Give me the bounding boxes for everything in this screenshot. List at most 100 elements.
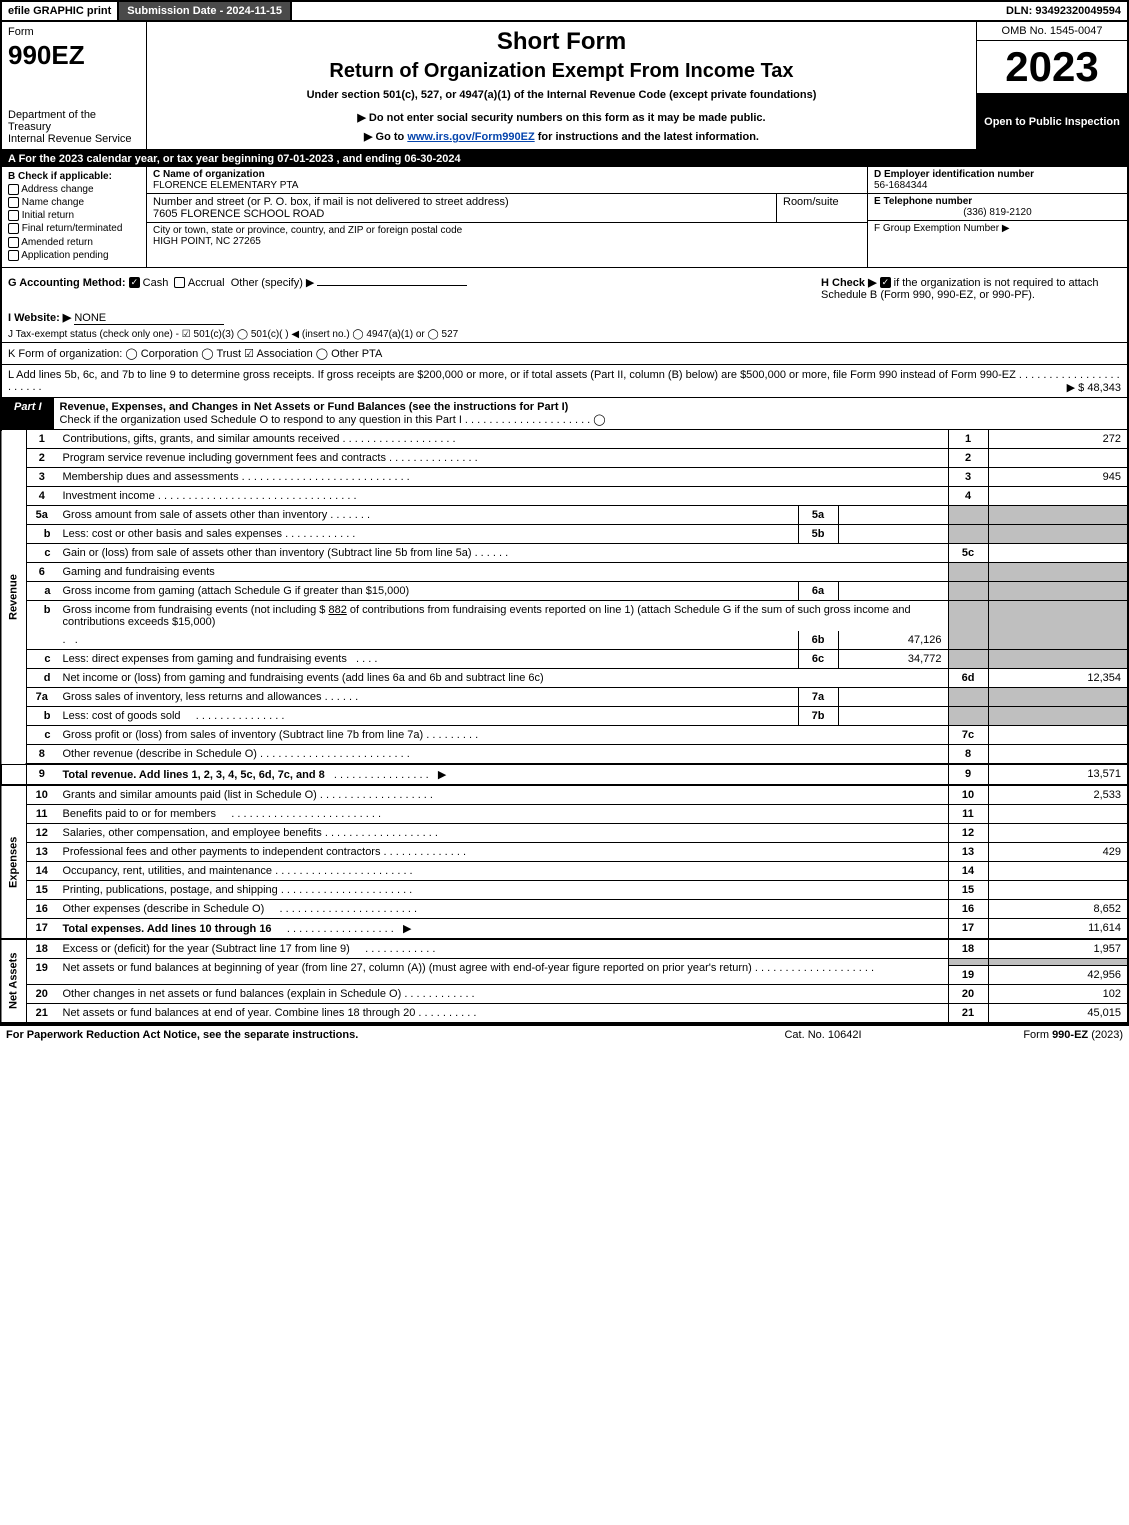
d-e-f: D Employer identification number 56-1684… — [867, 167, 1127, 267]
part-title: Revenue, Expenses, and Changes in Net As… — [54, 398, 1127, 429]
line-nbox: 12 — [948, 823, 988, 842]
privacy-note: ▶ Do not enter social security numbers o… — [153, 111, 970, 124]
group-label: F Group Exemption Number ▶ — [874, 223, 1121, 234]
submission-date: Submission Date - 2024-11-15 — [117, 2, 292, 20]
checkbox-icon[interactable] — [8, 223, 19, 234]
line-num: 1 — [27, 430, 57, 449]
line-desc: Gross income from gaming (attach Schedul… — [57, 581, 799, 600]
form-label: Form — [8, 26, 140, 38]
line-val — [988, 448, 1128, 467]
line-num: 15 — [27, 880, 57, 899]
side-expenses: Expenses — [1, 785, 27, 939]
line-desc: Other expenses (describe in Schedule O) — [63, 903, 265, 915]
line-nbox: 8 — [948, 744, 988, 764]
inner-val — [838, 524, 948, 543]
section-b-thru-f: B Check if applicable: Address change Na… — [0, 167, 1129, 267]
street: 7605 FLORENCE SCHOOL ROAD — [153, 208, 770, 220]
subtitle: Under section 501(c), 527, or 4947(a)(1)… — [153, 89, 970, 101]
shaded-cell — [948, 562, 988, 581]
inner-box: 7b — [798, 706, 838, 725]
form-header: Form 990EZ Department of the Treasury In… — [0, 22, 1129, 151]
line-val: 2,533 — [988, 785, 1128, 805]
top-bar: efile GRAPHIC print Submission Date - 20… — [0, 0, 1129, 22]
line-desc: Net assets or fund balances at end of ye… — [63, 1007, 416, 1019]
line-val: 45,015 — [988, 1003, 1128, 1023]
row-k: K Form of organization: ◯ Corporation ◯ … — [0, 343, 1129, 365]
line-num: 11 — [27, 804, 57, 823]
g-accounting: G Accounting Method: Cash Accrual Other … — [8, 276, 821, 301]
shaded-cell — [988, 562, 1128, 581]
row-g-h: G Accounting Method: Cash Accrual Other … — [0, 267, 1129, 309]
line-num: 2 — [27, 448, 57, 467]
part-i-table: Revenue 1 Contributions, gifts, grants, … — [0, 430, 1129, 1024]
row-l: L Add lines 5b, 6c, and 7b to line 9 to … — [0, 365, 1129, 398]
checkbox-icon[interactable] — [8, 197, 19, 208]
shaded-cell — [948, 687, 988, 706]
line-nbox: 7c — [948, 725, 988, 744]
line-num: 9 — [27, 764, 57, 785]
omb-number: OMB No. 1545-0047 — [977, 22, 1127, 41]
checkbox-icon[interactable] — [174, 277, 185, 288]
line-desc: Salaries, other compensation, and employ… — [63, 827, 322, 839]
line-num: 3 — [27, 467, 57, 486]
shaded-cell — [948, 631, 988, 650]
line-val: 945 — [988, 467, 1128, 486]
part-i-header: Part I Revenue, Expenses, and Changes in… — [0, 398, 1129, 430]
ein-label: D Employer identification number — [874, 169, 1121, 180]
b-item: Name change — [22, 197, 84, 208]
b-item: Address change — [21, 184, 93, 195]
line-num: 10 — [27, 785, 57, 805]
goto-post: for instructions and the latest informat… — [535, 131, 759, 143]
header-left: Form 990EZ Department of the Treasury In… — [2, 22, 147, 149]
l-text: L Add lines 5b, 6c, and 7b to line 9 to … — [8, 369, 1016, 381]
line-desc: Gross amount from sale of assets other t… — [63, 509, 328, 521]
line-val: 8,652 — [988, 899, 1128, 918]
line-nbox: 16 — [948, 899, 988, 918]
line-desc: Other changes in net assets or fund bala… — [63, 988, 402, 1000]
shaded-cell — [948, 958, 988, 965]
line-nbox: 15 — [948, 880, 988, 899]
insert: 882 — [328, 604, 346, 616]
line-val: 1,957 — [988, 939, 1128, 959]
line-desc: Total revenue. Add lines 1, 2, 3, 4, 5c,… — [63, 769, 325, 781]
line-nbox: 1 — [948, 430, 988, 449]
line-num: c — [27, 543, 57, 562]
website-value: NONE — [74, 312, 224, 325]
line-num: 4 — [27, 486, 57, 505]
checkbox-icon[interactable] — [8, 184, 19, 195]
line-num: 14 — [27, 861, 57, 880]
checkbox-icon[interactable] — [8, 237, 19, 248]
line-val — [988, 543, 1128, 562]
b-checkboxes: B Check if applicable: Address change Na… — [2, 167, 147, 267]
line-num: b — [27, 600, 57, 649]
checkbox-icon[interactable] — [8, 250, 19, 261]
c-org-info: C Name of organization FLORENCE ELEMENTA… — [147, 167, 867, 267]
line-num: 17 — [27, 918, 57, 939]
checkbox-icon[interactable] — [8, 210, 19, 221]
b-title: B Check if applicable: — [8, 171, 140, 182]
part-sub-box[interactable]: ◯ — [593, 414, 605, 426]
header-right: OMB No. 1545-0047 2023 Open to Public In… — [977, 22, 1127, 149]
tel-label: E Telephone number — [874, 196, 1121, 207]
line-val: 42,956 — [988, 965, 1128, 984]
line-nbox: 14 — [948, 861, 988, 880]
line-nbox: 11 — [948, 804, 988, 823]
checkbox-checked-icon — [129, 277, 140, 288]
part-label: Part I — [2, 398, 54, 429]
line-desc: Investment income — [63, 490, 155, 502]
goto-link[interactable]: www.irs.gov/Form990EZ — [407, 131, 534, 143]
header-center: Short Form Return of Organization Exempt… — [147, 22, 977, 149]
main-title: Return of Organization Exempt From Incom… — [153, 60, 970, 83]
line-num: d — [27, 668, 57, 687]
shaded-cell — [988, 600, 1128, 631]
shaded-cell — [988, 706, 1128, 725]
dln: DLN: 93492320049594 — [1000, 3, 1127, 19]
line-val: 429 — [988, 842, 1128, 861]
line-nbox: 13 — [948, 842, 988, 861]
row-j: J Tax-exempt status (check only one) - ☑… — [0, 327, 1129, 343]
line-num: c — [27, 725, 57, 744]
line-val: 13,571 — [988, 764, 1128, 785]
other-input[interactable] — [317, 285, 467, 286]
line-nbox: 10 — [948, 785, 988, 805]
shaded-cell — [988, 687, 1128, 706]
